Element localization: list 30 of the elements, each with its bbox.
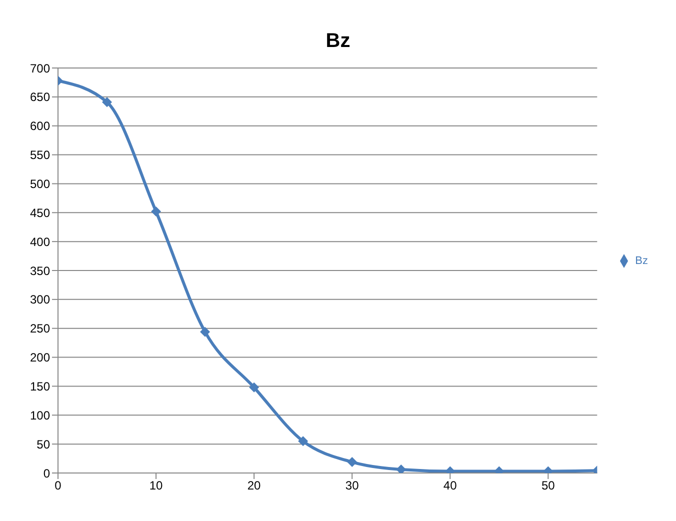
- y-tick-label: 350: [30, 264, 50, 278]
- y-tick-label: 400: [30, 234, 50, 249]
- x-tick-label: 30: [345, 478, 360, 493]
- x-tick-label: 20: [247, 478, 262, 493]
- x-tick-label: 10: [149, 478, 164, 493]
- point: [347, 457, 358, 468]
- point: [298, 436, 308, 446]
- y-tick-label: 0: [43, 466, 50, 480]
- y-tick-label: 150: [30, 379, 50, 394]
- point: [102, 97, 112, 108]
- y-tick-label: 550: [30, 148, 50, 162]
- x-tick-label: 0: [54, 478, 62, 493]
- y-tick-label: 100: [30, 408, 50, 422]
- point: [151, 206, 162, 216]
- point: [249, 382, 260, 392]
- y-tick-label: 500: [30, 176, 50, 191]
- y-tick-label: 300: [30, 292, 50, 307]
- y-tick-label: 200: [30, 350, 50, 365]
- chart-title: Bz: [324, 30, 352, 53]
- x-tick-label: 40: [443, 478, 458, 493]
- y-tick-label: 700: [30, 61, 50, 76]
- y-tick-label: 600: [30, 119, 50, 134]
- legend-label: Bz: [635, 254, 648, 266]
- y-tick-label: 50: [36, 437, 50, 452]
- point: [396, 464, 406, 473]
- y-tick-label: 450: [30, 206, 50, 220]
- x-tick-label: 50: [541, 478, 556, 493]
- point: [200, 326, 210, 337]
- y-tick-label: 650: [30, 90, 50, 104]
- y-tick-label: 250: [30, 322, 50, 336]
